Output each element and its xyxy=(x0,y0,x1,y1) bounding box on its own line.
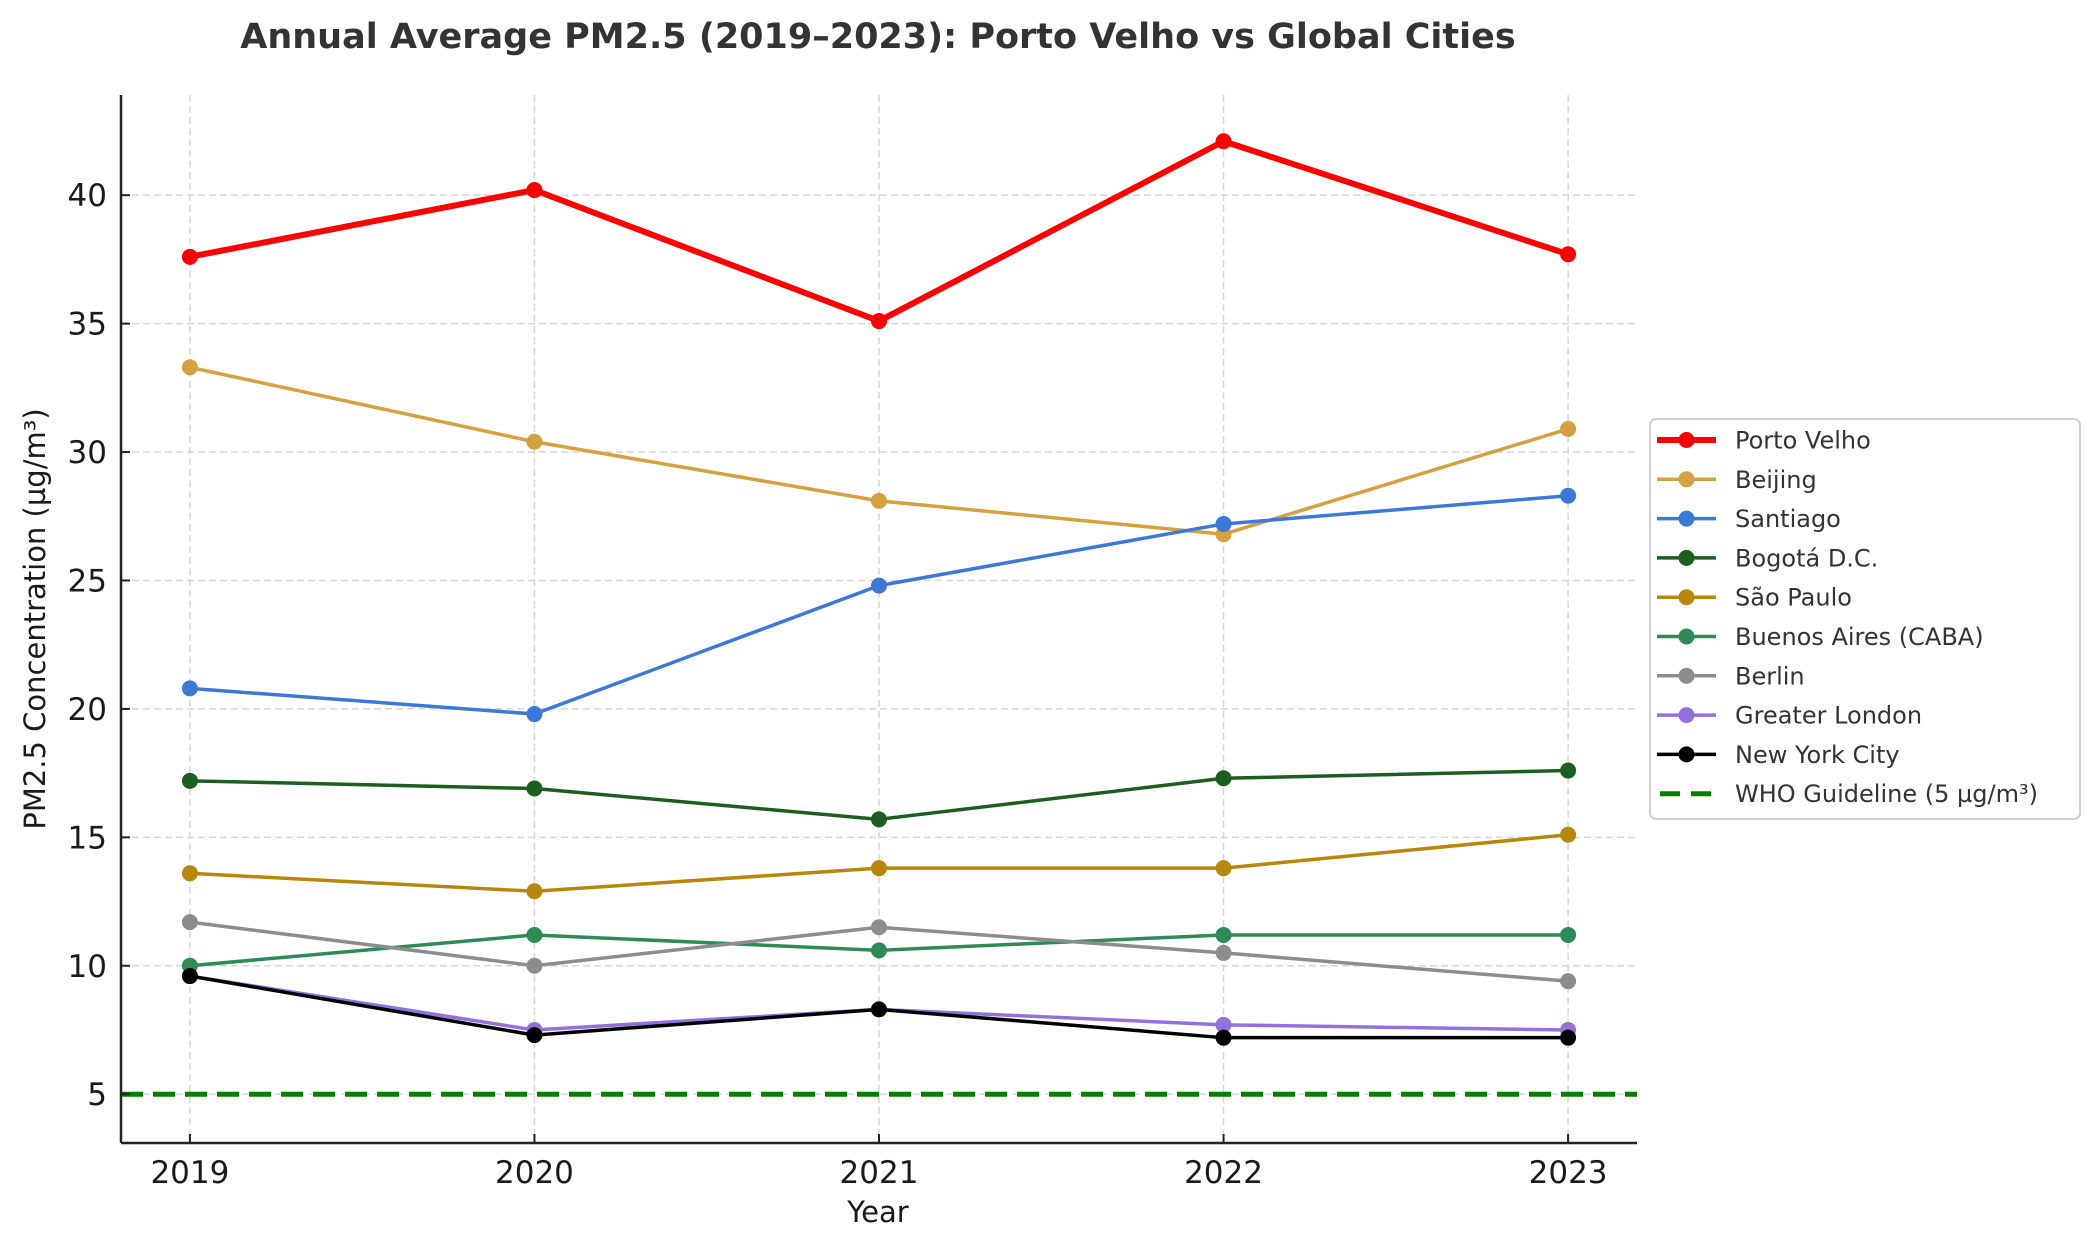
chart-title: Annual Average PM2.5 (2019–2023): Porto … xyxy=(240,17,1515,57)
y-tick-label: 10 xyxy=(68,949,107,985)
data-point xyxy=(1560,246,1577,263)
legend-marker-swatch xyxy=(1678,667,1695,684)
x-tick-label: 2021 xyxy=(840,1155,919,1191)
y-ticks: 5 10 15 20 25 30 35 40 xyxy=(68,178,130,1113)
data-point xyxy=(1560,420,1577,437)
data-point xyxy=(181,772,198,789)
data-point xyxy=(1560,762,1577,779)
data-point xyxy=(181,865,198,882)
data-point xyxy=(526,1027,543,1044)
x-axis-label: Year xyxy=(846,1195,908,1229)
data-point xyxy=(871,1001,887,1018)
data-point xyxy=(526,780,543,797)
legend-item-greater-london: Greater London xyxy=(1657,702,1922,730)
series-santiago xyxy=(181,487,1577,723)
y-tick-label: 30 xyxy=(68,435,107,471)
legend-marker-swatch xyxy=(1678,707,1695,724)
data-point xyxy=(871,492,887,509)
series-bogota-d-c xyxy=(181,762,1577,828)
x-tick-label: 2020 xyxy=(495,1155,574,1191)
series-new-york-city xyxy=(181,968,1577,1046)
data-point xyxy=(1560,487,1577,504)
series-berlin xyxy=(181,914,1577,990)
legend-frame xyxy=(1649,418,2081,820)
legend-label: Bogotá D.C. xyxy=(1735,544,1878,572)
data-point xyxy=(871,919,887,936)
legend-label: Berlin xyxy=(1735,662,1805,690)
y-tick-label: 40 xyxy=(68,178,107,214)
y-tick-label: 5 xyxy=(87,1077,107,1113)
data-point xyxy=(1560,1029,1577,1046)
data-point xyxy=(1560,826,1577,843)
series-buenos-aires-caba xyxy=(181,926,1577,974)
data-point xyxy=(526,706,543,723)
x-tick-label: 2022 xyxy=(1184,1155,1263,1191)
legend-label: Porto Velho xyxy=(1735,427,1871,455)
data-point xyxy=(526,926,543,943)
legend-marker-swatch xyxy=(1678,746,1695,763)
legend-label: Greater London xyxy=(1735,702,1922,730)
legend-item-new-york-city: New York City xyxy=(1657,741,1900,769)
data-point xyxy=(526,883,543,900)
legend-label: New York City xyxy=(1735,741,1900,769)
data-point xyxy=(871,860,887,877)
x-ticks: 2019 2020 2021 2022 2023 xyxy=(150,1134,1608,1191)
legend-item-bogota-d-c: Bogotá D.C. xyxy=(1657,544,1878,572)
data-point xyxy=(1215,860,1232,877)
legend-item-berlin: Berlin xyxy=(1657,662,1805,690)
grid xyxy=(121,95,1637,1143)
data-point xyxy=(871,811,887,828)
x-tick-label: 2019 xyxy=(150,1155,229,1191)
legend-label: São Paulo xyxy=(1735,584,1852,612)
legend-marker-swatch xyxy=(1678,628,1695,645)
x-tick-label: 2023 xyxy=(1529,1155,1608,1191)
legend-item-sao-paulo: São Paulo xyxy=(1657,584,1852,612)
data-point xyxy=(181,914,198,931)
data-point xyxy=(1215,1016,1232,1033)
data-point xyxy=(526,433,543,450)
data-point xyxy=(1560,973,1577,990)
legend-item-buenos-aires-caba: Buenos Aires (CABA) xyxy=(1657,623,1984,651)
legend-marker-swatch xyxy=(1678,471,1695,488)
y-tick-label: 35 xyxy=(68,307,107,343)
data-point xyxy=(1215,133,1232,150)
legend-marker-swatch xyxy=(1678,432,1695,448)
legend-label: Santiago xyxy=(1735,505,1841,533)
legend-marker-swatch xyxy=(1678,549,1695,566)
data-point xyxy=(1215,926,1232,943)
data-point xyxy=(526,957,543,974)
data-point xyxy=(1560,926,1577,943)
data-point xyxy=(871,577,887,594)
data-point xyxy=(1215,944,1232,961)
legend-marker-swatch xyxy=(1678,510,1695,527)
data-point xyxy=(181,680,198,697)
legend-item-porto-velho: Porto Velho xyxy=(1657,427,1871,455)
legend-item-santiago: Santiago xyxy=(1657,505,1841,533)
data-point xyxy=(1215,515,1232,532)
data-point xyxy=(181,248,198,265)
legend-label: Beijing xyxy=(1735,466,1817,494)
series-lines xyxy=(181,133,1577,1046)
legend-item-who-guideline-5-g-m: WHO Guideline (5 µg/m³) xyxy=(1660,780,2038,808)
y-axis-label: PM2.5 Concentration (µg/m³) xyxy=(18,408,52,829)
y-tick-label: 20 xyxy=(68,692,107,728)
data-point xyxy=(871,942,887,959)
y-tick-label: 15 xyxy=(68,820,107,856)
legend-label: WHO Guideline (5 µg/m³) xyxy=(1735,780,2038,808)
data-point xyxy=(181,359,198,376)
legend-marker-swatch xyxy=(1678,589,1695,606)
legend-item-beijing: Beijing xyxy=(1657,466,1817,494)
data-point xyxy=(181,968,198,985)
data-point xyxy=(871,313,887,330)
series-porto-velho xyxy=(181,133,1577,330)
legend: Porto Velho Beijing Santiago Bogotá D.C. São… xyxy=(1649,418,2081,820)
data-point xyxy=(1215,770,1232,787)
data-point xyxy=(526,182,543,199)
legend-label: Buenos Aires (CABA) xyxy=(1735,623,1984,651)
y-tick-label: 25 xyxy=(68,563,107,599)
data-point xyxy=(1215,1029,1232,1046)
series-sao-paulo xyxy=(181,826,1577,900)
